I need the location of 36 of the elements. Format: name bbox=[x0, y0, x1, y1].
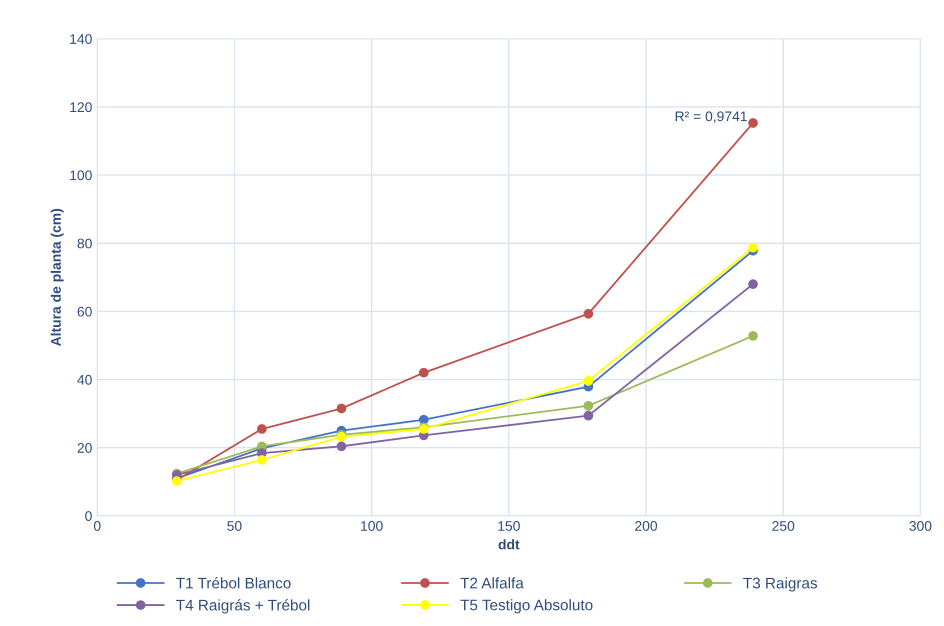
y-tick-label: 40 bbox=[77, 374, 92, 385]
legend-label: T4 Raigrás + Trébol bbox=[176, 599, 310, 614]
point bbox=[257, 455, 267, 465]
y-tick-label: 120 bbox=[70, 102, 92, 112]
x-axis-title: ddt bbox=[498, 539, 520, 550]
legend-label: T3 Raigras bbox=[743, 577, 818, 592]
x-tick-label: 150 bbox=[498, 521, 520, 531]
y-tick-label: 100 bbox=[70, 170, 92, 180]
point bbox=[748, 242, 758, 253]
point bbox=[418, 368, 429, 378]
y-tick-label: 80 bbox=[78, 238, 92, 248]
y-tick-label: 0 bbox=[85, 511, 92, 521]
point bbox=[748, 331, 758, 341]
point bbox=[336, 441, 346, 452]
annotation: R² = 0,9741 bbox=[676, 111, 747, 123]
x-tick-label: 200 bbox=[635, 521, 658, 531]
x-tick-label: 300 bbox=[909, 521, 932, 531]
point bbox=[584, 376, 594, 386]
x-tick-label: 0 bbox=[94, 521, 101, 531]
point bbox=[257, 424, 267, 434]
point bbox=[336, 404, 346, 414]
point bbox=[748, 279, 758, 289]
y-tick-label: 140 bbox=[70, 34, 92, 44]
point bbox=[584, 410, 594, 421]
x-tick-label: 100 bbox=[361, 521, 383, 531]
legend-label: T5 Testigo Absoluto bbox=[460, 599, 593, 614]
y-axis-title: Altura de planta (cm) bbox=[50, 208, 64, 346]
y-tick-label: 60 bbox=[78, 306, 92, 317]
y-tick-label: 20 bbox=[78, 443, 92, 453]
point bbox=[584, 400, 594, 411]
legend-label: T2 Alfalfa bbox=[460, 577, 524, 588]
point bbox=[748, 118, 758, 128]
x-tick-label: 250 bbox=[772, 521, 794, 531]
x-tick-label: 50 bbox=[227, 521, 242, 531]
legend-label: T1 Trébol Blanco bbox=[176, 577, 291, 588]
point bbox=[584, 308, 594, 319]
